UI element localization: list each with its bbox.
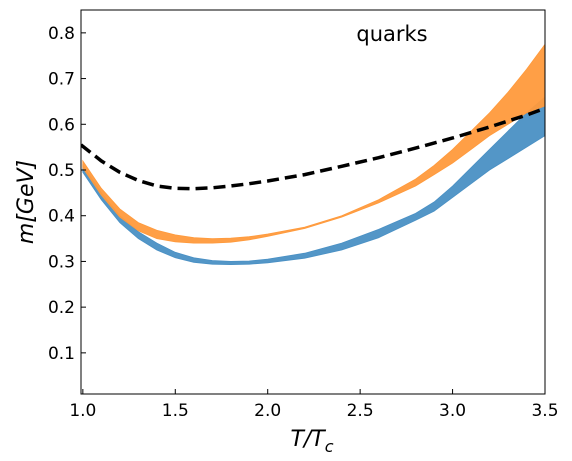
series-layer	[81, 43, 545, 266]
y-axis-ticks: 0.1 0.2 0.3 0.4 0.5 0.6 0.7 0.8	[48, 24, 86, 364]
x-axis-label-main: T/T	[290, 427, 326, 452]
series-band-1	[82, 43, 545, 244]
plot-background	[81, 10, 545, 394]
y-tick-label: 0.3	[48, 252, 75, 272]
x-tick-label: 3.0	[439, 401, 466, 421]
x-tick-label: 3.5	[531, 401, 558, 421]
x-tick-label: 1.5	[162, 401, 189, 421]
y-tick-label: 0.5	[48, 161, 75, 181]
x-axis-label: T/Tc	[290, 427, 333, 456]
y-tick-label: 0.4	[48, 207, 75, 227]
y-axis-label: m[GeV]	[14, 160, 39, 244]
y-tick-label: 0.6	[48, 115, 75, 135]
x-axis-ticks: 1.0 1.5 2.0 2.5 3.0 3.5	[69, 389, 559, 421]
series-line-2	[81, 106, 545, 191]
x-tick-label: 2.5	[347, 401, 374, 421]
y-tick-label: 0.7	[48, 70, 75, 90]
x-axis-label-subscript: c	[325, 437, 334, 456]
x-tick-label: 1.0	[69, 401, 96, 421]
x-tick-label: 2.0	[254, 401, 281, 421]
y-tick-label: 0.8	[48, 24, 75, 44]
y-tick-label: 0.2	[48, 298, 75, 318]
series-band-0	[82, 96, 545, 266]
annotation-label: quarks	[356, 22, 427, 46]
plot-frame	[80, 9, 546, 395]
y-tick-label: 0.1	[48, 344, 75, 364]
